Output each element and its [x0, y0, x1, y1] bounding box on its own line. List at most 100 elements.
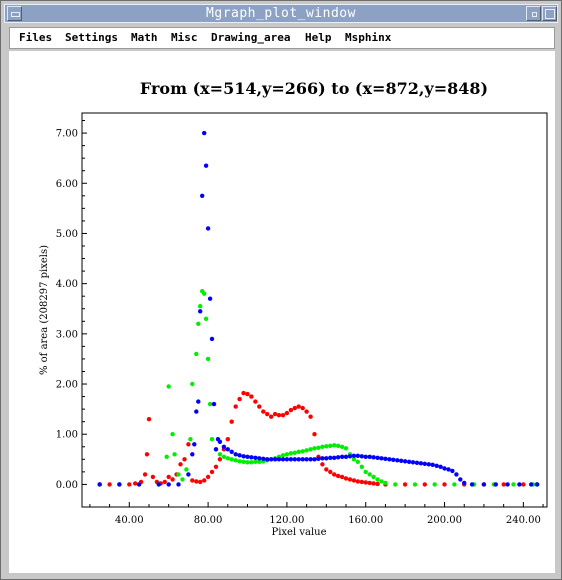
data-point — [217, 457, 223, 462]
data-point — [320, 444, 325, 449]
data-point — [276, 413, 282, 418]
data-point — [324, 444, 329, 449]
data-point — [280, 413, 286, 418]
data-point — [375, 455, 380, 460]
data-point — [458, 477, 463, 482]
data-point — [339, 454, 345, 459]
data-point — [233, 458, 238, 463]
data-point — [367, 454, 372, 459]
menu-misc[interactable]: Misc — [171, 31, 198, 44]
data-point — [205, 474, 211, 480]
data-point — [265, 457, 270, 462]
data-point — [300, 457, 305, 462]
data-point — [192, 442, 197, 447]
data-point — [371, 481, 376, 486]
data-point — [162, 479, 167, 485]
data-point — [202, 478, 207, 483]
data-point — [176, 482, 181, 487]
data-point — [393, 482, 398, 487]
data-point — [190, 452, 195, 457]
data-point — [446, 467, 451, 472]
menu-drawing-area[interactable]: Drawing_area — [211, 31, 291, 44]
data-point — [225, 447, 230, 452]
y-tick-label: 6.00 — [56, 179, 78, 190]
data-point — [320, 456, 325, 461]
data-point — [203, 316, 209, 321]
menu-files[interactable]: Files — [19, 31, 53, 44]
window-title: Mgraph_plot_window — [206, 6, 356, 21]
data-point — [229, 449, 234, 454]
data-point — [442, 482, 447, 487]
maximize-button[interactable] — [542, 6, 557, 21]
data-point — [237, 453, 242, 458]
data-point — [209, 336, 215, 342]
data-point — [375, 481, 380, 487]
data-point — [225, 437, 230, 442]
data-point — [324, 456, 329, 461]
data-point — [432, 482, 437, 487]
x-tick-label: 160.00 — [348, 515, 383, 526]
data-point — [493, 482, 498, 487]
data-point — [351, 478, 357, 483]
data-point — [196, 399, 201, 404]
y-tick-label: 4.00 — [56, 279, 78, 290]
data-point — [261, 409, 266, 414]
data-point — [194, 351, 199, 357]
data-point — [296, 404, 301, 409]
data-point — [430, 462, 435, 467]
data-point — [198, 304, 203, 309]
menu-msphinx[interactable]: Msphinx — [345, 31, 392, 44]
data-point — [198, 479, 203, 485]
data-point — [170, 432, 175, 437]
x-axis: 40.00 80.00 120.00 160.00 200.00 240.00 — [89, 502, 544, 526]
data-point — [245, 454, 250, 459]
data-point — [237, 396, 242, 402]
data-point — [422, 461, 427, 466]
data-point — [391, 457, 396, 462]
data-point — [150, 474, 156, 480]
data-point — [505, 482, 510, 487]
drawing-area[interactable]: From (x=514,y=266) to (x=872,y=848) 40.0… — [9, 51, 555, 573]
data-point — [217, 452, 223, 457]
data-point — [335, 455, 341, 460]
data-point — [296, 449, 301, 454]
data-point — [296, 457, 301, 462]
data-point — [511, 482, 516, 487]
data-point — [339, 444, 345, 449]
data-point — [412, 482, 418, 487]
x-tick-label: 80.00 — [194, 515, 223, 526]
maximize-icon — [545, 9, 555, 19]
menu-settings[interactable]: Settings — [65, 31, 118, 44]
data-point — [332, 455, 337, 460]
data-point — [200, 193, 205, 198]
window-menu-button[interactable] — [7, 6, 22, 21]
data-point — [434, 463, 439, 468]
data-point — [241, 454, 246, 459]
data-point — [172, 452, 177, 457]
data-point — [203, 163, 209, 168]
data-point — [237, 459, 242, 464]
minimize-button[interactable] — [526, 6, 541, 21]
data-point — [188, 437, 193, 442]
data-point — [186, 472, 191, 477]
y-tick-label: 3.00 — [56, 329, 78, 340]
data-point — [146, 417, 152, 422]
data-point — [180, 477, 185, 482]
data-point — [202, 130, 207, 136]
plot-frame — [81, 112, 548, 508]
data-point — [335, 473, 341, 479]
menu-help[interactable]: Help — [305, 31, 332, 44]
data-point — [371, 455, 376, 460]
data-point — [359, 464, 364, 469]
data-point — [347, 454, 353, 459]
data-point — [221, 454, 227, 459]
data-point — [517, 482, 522, 487]
data-point — [529, 482, 534, 487]
menu-math[interactable]: Math — [131, 31, 158, 44]
data-point — [343, 454, 349, 459]
menu-bar: Files Settings Math Misc Drawing_area He… — [9, 27, 555, 49]
series-1 — [97, 390, 540, 487]
data-point — [196, 321, 201, 326]
title-bar[interactable]: Mgraph_plot_window — [4, 4, 558, 23]
